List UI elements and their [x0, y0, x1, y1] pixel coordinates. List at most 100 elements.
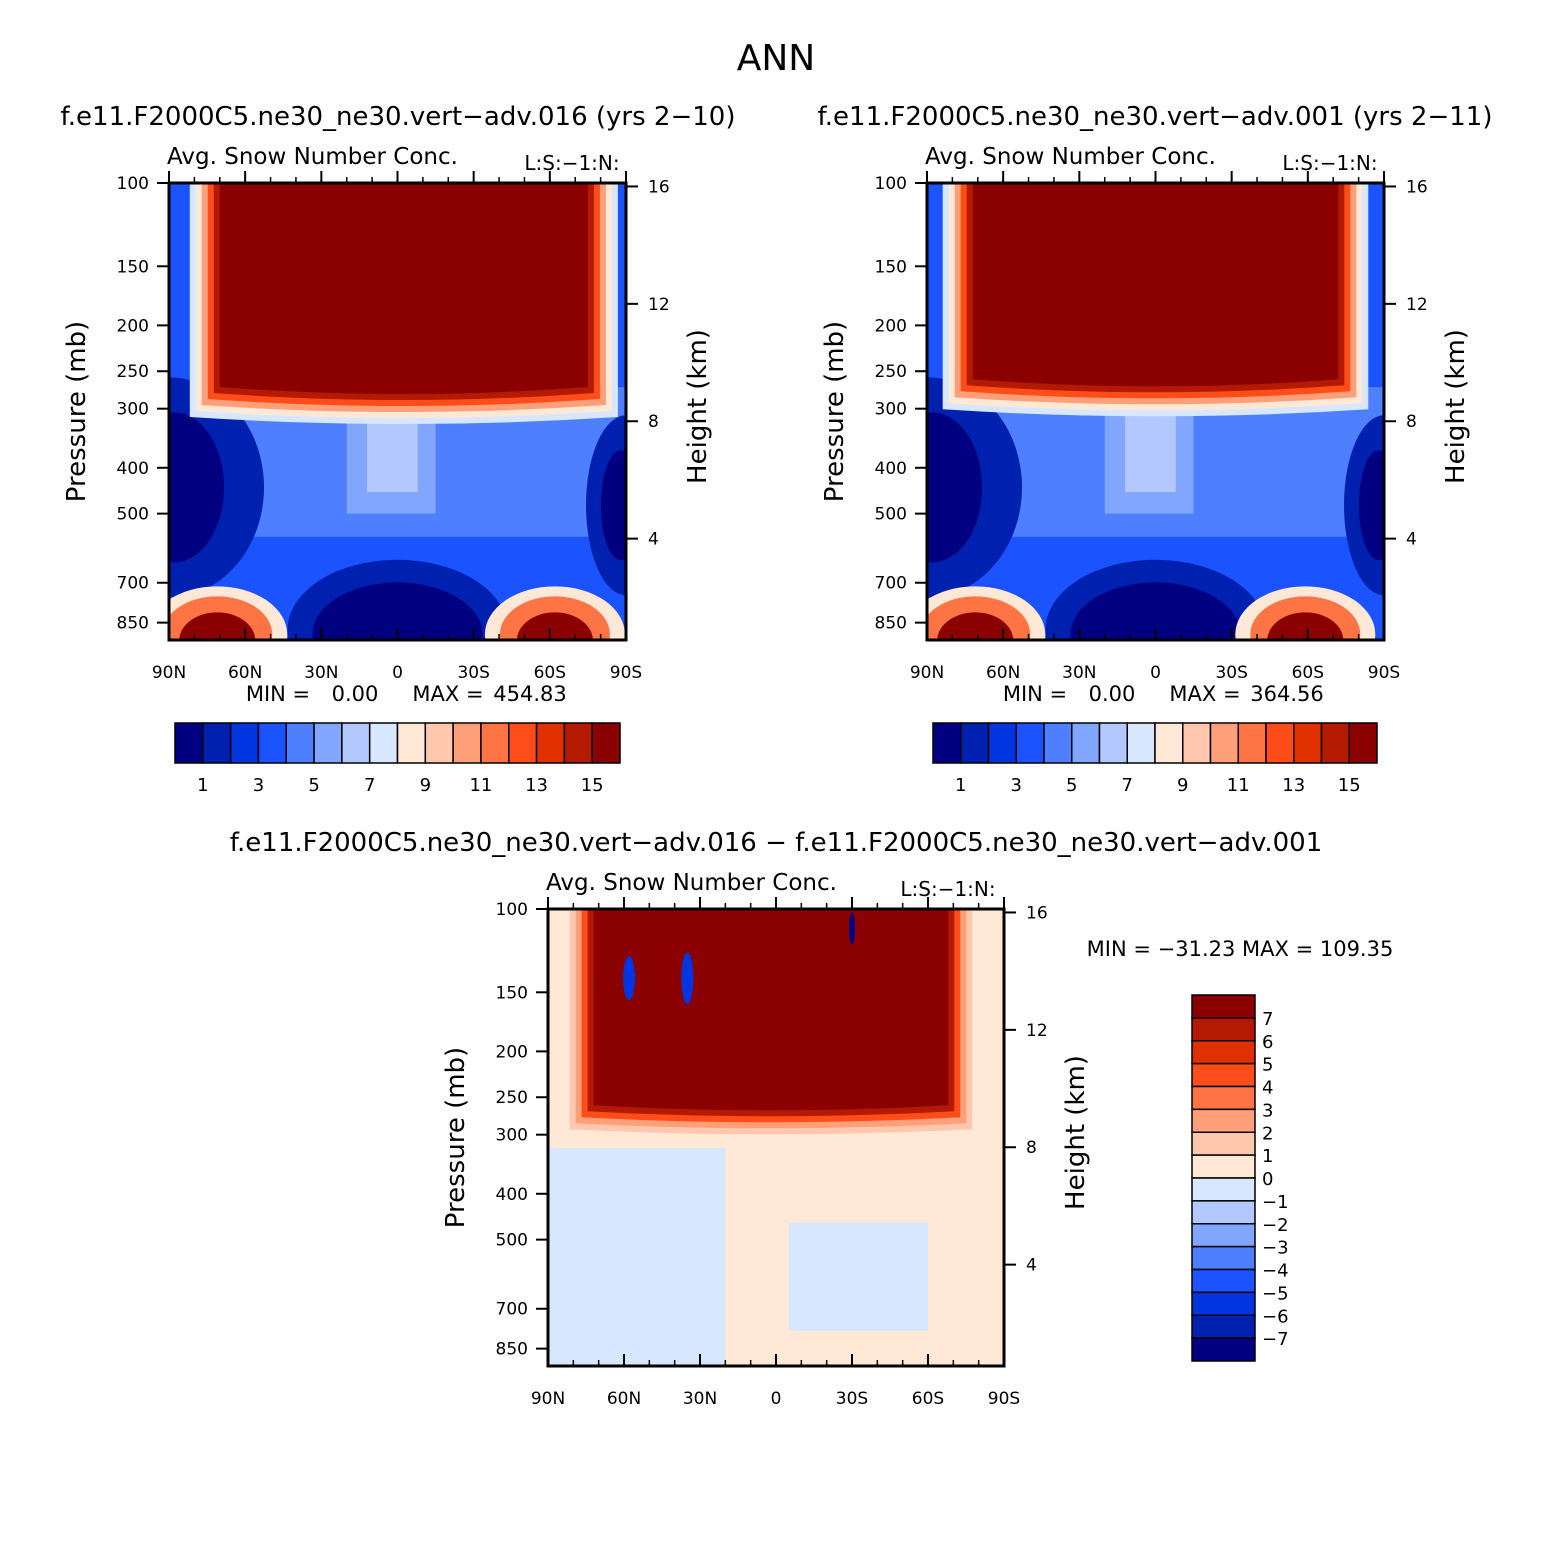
- y-tick-label: 700: [496, 1300, 528, 1320]
- colorbar-label: 1: [955, 775, 966, 796]
- colorbar-label: −5: [1262, 1283, 1289, 1304]
- colorbar-label: −4: [1262, 1261, 1289, 1282]
- colorbar-swatch: [591, 722, 621, 764]
- panel-1: f.e11.F2000C5.ne30_ne30.vert−adv.016 (yr…: [61, 102, 736, 796]
- colorbar-swatch: [1191, 1131, 1256, 1156]
- colorbar-label: 3: [1262, 1100, 1273, 1121]
- colorbar-swatch: [424, 722, 454, 764]
- colorbar: 1 3 5 7 9 11 13 15: [932, 722, 1378, 796]
- height-tick-label: 4: [1026, 1256, 1037, 1276]
- colorbar-swatch: [341, 722, 371, 764]
- field-sh-min-core: [1358, 450, 1384, 561]
- y-tick-label: 300: [117, 400, 149, 420]
- x-tick-label: 60N: [607, 1389, 641, 1409]
- y-tick-label: 400: [496, 1185, 528, 1205]
- stats-min-value: 0.00: [332, 682, 379, 706]
- height-tick-label: 16: [1026, 903, 1048, 923]
- y-tick-label: 100: [496, 900, 528, 920]
- case-title: f.e11.F2000C5.ne30_ne30.vert−adv.016 − f…: [230, 828, 1322, 858]
- colorbar-label: 9: [420, 775, 431, 796]
- colorbar-swatch: [1320, 722, 1350, 764]
- panel-3: f.e11.F2000C5.ne30_ne30.vert−adv.016 − f…: [230, 828, 1394, 1409]
- y-tick-label: 200: [117, 316, 149, 336]
- x-tick-label: 90N: [531, 1389, 565, 1409]
- units-label: L:S:−1:N:: [1282, 151, 1377, 175]
- height-tick-label: 12: [1026, 1021, 1048, 1041]
- colorbar-label: 5: [1262, 1055, 1273, 1076]
- field-negative-spike: [849, 912, 855, 945]
- y-axis-label-right: Height (km): [1061, 1055, 1091, 1210]
- field-negative-nh: [548, 1147, 726, 1366]
- colorbar-swatch: [1348, 722, 1378, 764]
- colorbar-swatch: [313, 722, 343, 764]
- figure-title: ANN: [737, 38, 816, 79]
- field-negative-spike: [623, 956, 636, 1001]
- colorbar-label: 6: [1262, 1032, 1273, 1053]
- colorbar-swatch: [452, 722, 482, 764]
- colorbar-swatch: [1071, 722, 1101, 764]
- colorbar-swatch: [1191, 1268, 1256, 1294]
- stats-max-value: 364.56: [1250, 682, 1323, 706]
- y-tick-label: 850: [875, 614, 907, 634]
- field-trop-low-core: [1070, 582, 1241, 640]
- stats-min-label: MIN =: [1003, 682, 1067, 706]
- colorbar-label: 1: [1262, 1146, 1273, 1167]
- y-tick-label: 200: [496, 1042, 528, 1062]
- colorbar: 1 3 5 7 9 11 13 15: [174, 722, 621, 796]
- colorbar-label: 1: [197, 775, 208, 796]
- colorbar-label: −6: [1262, 1306, 1289, 1327]
- x-tick-label: 60N: [228, 663, 262, 683]
- y-tick-label: 850: [117, 614, 149, 634]
- y-tick-label: 200: [875, 316, 907, 336]
- stats-max-value: 454.83: [493, 682, 566, 706]
- contour-field: [548, 909, 1004, 1366]
- y-tick-label: 250: [117, 362, 149, 382]
- y-axis-label: Pressure (mb): [62, 321, 92, 502]
- colorbar-swatch: [535, 722, 566, 764]
- contour-field: [169, 183, 626, 640]
- colorbar-swatch: [1191, 1040, 1256, 1065]
- colorbar-label: 7: [1122, 775, 1133, 796]
- stats-min-value: 0.00: [1089, 682, 1136, 706]
- colorbar-swatch: [1191, 1177, 1256, 1202]
- x-tick-label: 30S: [457, 663, 489, 683]
- colorbar-label: 15: [1338, 775, 1361, 796]
- colorbar-label: 5: [1066, 775, 1077, 796]
- variable-title: Avg. Snow Number Conc.: [167, 144, 458, 170]
- field-low-max-core: [179, 612, 256, 640]
- stats-max-label: MAX =: [1169, 682, 1240, 706]
- units-label: L:S:−1:N:: [900, 877, 995, 901]
- height-tick-label: 12: [648, 295, 670, 315]
- colorbar-swatch: [1191, 1017, 1256, 1042]
- field-trop-low-core: [312, 582, 483, 640]
- height-tick-label: 16: [1406, 177, 1428, 197]
- colorbar-swatch: [1126, 722, 1156, 764]
- units-label: L:S:−1:N:: [524, 151, 619, 175]
- field-nh-min-core: [927, 412, 983, 563]
- x-tick-label: 30S: [1215, 663, 1247, 683]
- y-tick-label: 500: [875, 505, 907, 525]
- y-tick-label: 700: [875, 574, 907, 594]
- colorbar-swatch: [1209, 722, 1239, 764]
- x-tick-label: 60S: [534, 663, 566, 683]
- y-tick-label: 700: [117, 574, 149, 594]
- colorbar-swatch: [508, 722, 538, 764]
- colorbar-swatch: [1191, 1291, 1256, 1316]
- y-tick-label: 400: [117, 459, 149, 479]
- field-low-max-core: [516, 612, 593, 640]
- colorbar-swatch: [1191, 994, 1256, 1019]
- panels-group: f.e11.F2000C5.ne30_ne30.vert−adv.016 (yr…: [61, 102, 1493, 1409]
- colorbar-label: 0: [1262, 1169, 1273, 1190]
- y-tick-label: 250: [496, 1088, 528, 1108]
- field-sh-min-core: [600, 450, 626, 561]
- y-tick-label: 300: [496, 1126, 528, 1146]
- colorbar-swatch: [1191, 1062, 1256, 1088]
- y-tick-label: 150: [117, 257, 149, 277]
- colorbar-swatch: [1191, 1245, 1256, 1271]
- colorbar-label: 13: [1282, 775, 1305, 796]
- colorbar-label: 11: [1227, 775, 1250, 796]
- height-tick-label: 4: [1406, 530, 1417, 550]
- x-tick-label: 30N: [304, 663, 338, 683]
- colorbar-label: 13: [525, 775, 548, 796]
